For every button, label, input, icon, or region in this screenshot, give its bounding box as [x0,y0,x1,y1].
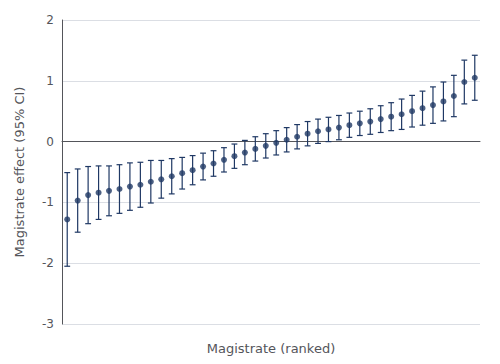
svg-text:2: 2 [46,13,54,27]
svg-text:-1: -1 [42,195,54,209]
svg-text:Magistrate (ranked): Magistrate (ranked) [207,341,335,356]
svg-text:1: 1 [46,74,54,88]
svg-text:0: 0 [46,135,54,149]
svg-text:Magistrate effect (95% CI): Magistrate effect (95% CI) [12,87,27,258]
svg-text:-3: -3 [42,317,54,331]
svg-text:-2: -2 [42,256,54,270]
